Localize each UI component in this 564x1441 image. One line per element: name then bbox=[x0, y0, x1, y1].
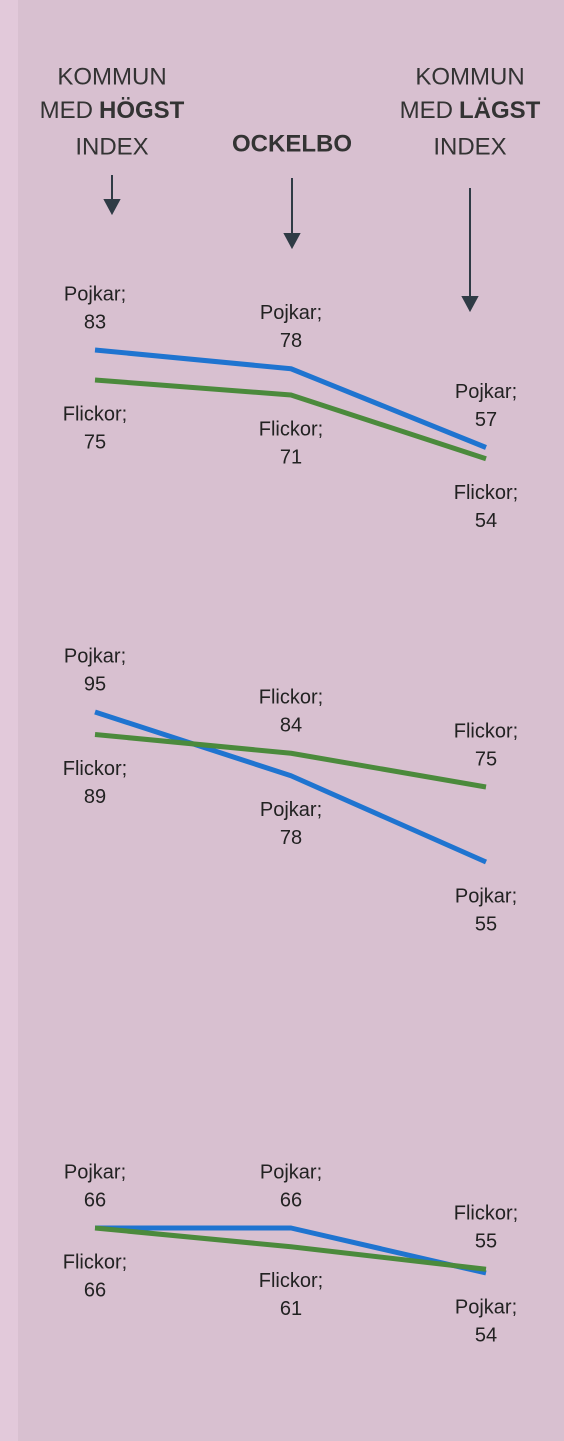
label-value: 83 bbox=[84, 311, 106, 333]
label-value: 75 bbox=[84, 431, 106, 453]
label-name: Pojkar; bbox=[64, 283, 126, 305]
label-value: 75 bbox=[475, 748, 497, 770]
label-value: 55 bbox=[475, 913, 497, 935]
label-name: Pojkar; bbox=[260, 799, 322, 821]
label-name: Flickor; bbox=[63, 403, 127, 425]
header-bold: HÖGST bbox=[99, 97, 185, 124]
label-name: Pojkar; bbox=[455, 885, 517, 907]
label-name: Flickor; bbox=[259, 687, 323, 709]
header-line: KOMMUN bbox=[57, 63, 166, 90]
header-word: MED bbox=[40, 97, 93, 124]
label-value: 57 bbox=[475, 409, 497, 431]
label-value: 54 bbox=[475, 510, 497, 532]
label-value: 66 bbox=[280, 1189, 302, 1211]
label-name: Flickor; bbox=[63, 1251, 127, 1273]
label-value: 61 bbox=[280, 1298, 302, 1320]
label-name: Pojkar; bbox=[260, 302, 322, 324]
label-value: 66 bbox=[84, 1279, 106, 1301]
header-title: OCKELBO bbox=[232, 130, 352, 157]
label-name: Pojkar; bbox=[64, 1161, 126, 1183]
header-line: KOMMUN bbox=[415, 63, 524, 90]
label-value: 66 bbox=[84, 1189, 106, 1211]
label-value: 54 bbox=[475, 1324, 497, 1346]
label-value: 89 bbox=[84, 786, 106, 808]
header-line: INDEX bbox=[75, 133, 148, 160]
label-name: Pojkar; bbox=[455, 1296, 517, 1318]
label-name: Pojkar; bbox=[455, 381, 517, 403]
header-bold: LÄGST bbox=[459, 97, 541, 124]
label-value: 78 bbox=[280, 330, 302, 352]
label-value: 71 bbox=[280, 446, 302, 468]
label-name: Pojkar; bbox=[64, 645, 126, 667]
label-value: 84 bbox=[280, 715, 302, 737]
label-name: Flickor; bbox=[63, 758, 127, 780]
label-name: Pojkar; bbox=[260, 1161, 322, 1183]
header-word: MED bbox=[400, 97, 453, 124]
label-value: 95 bbox=[84, 673, 106, 695]
label-name: Flickor; bbox=[259, 418, 323, 440]
infographic: KOMMUN MEDHÖGST INDEX OCKELBO KOMMUN MED… bbox=[0, 0, 564, 1441]
label-value: 78 bbox=[280, 827, 302, 849]
label-value: 55 bbox=[475, 1231, 497, 1253]
label-name: Flickor; bbox=[454, 1203, 518, 1225]
header-line: INDEX bbox=[433, 133, 506, 160]
label-name: Flickor; bbox=[454, 482, 518, 504]
label-name: Flickor; bbox=[454, 720, 518, 742]
label-name: Flickor; bbox=[259, 1270, 323, 1292]
